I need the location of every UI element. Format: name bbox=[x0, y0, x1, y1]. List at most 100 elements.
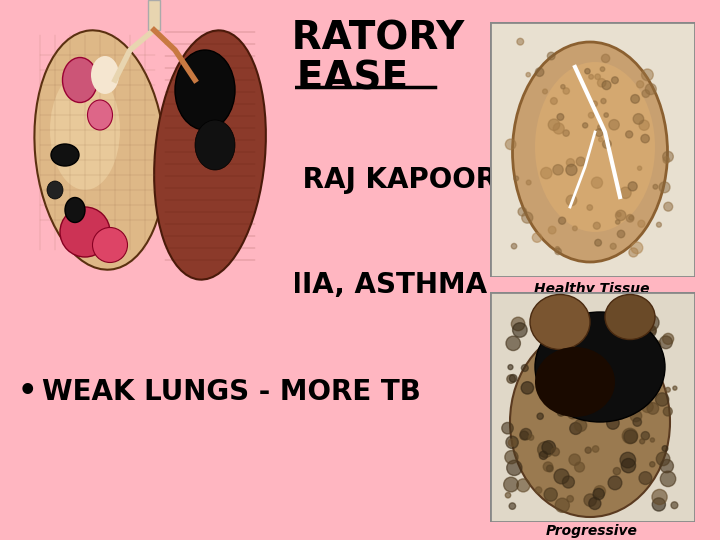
Circle shape bbox=[582, 374, 588, 380]
Circle shape bbox=[617, 212, 621, 217]
Circle shape bbox=[552, 448, 559, 456]
Ellipse shape bbox=[35, 30, 166, 269]
Circle shape bbox=[629, 215, 634, 220]
Circle shape bbox=[566, 195, 577, 206]
Circle shape bbox=[626, 322, 640, 336]
Circle shape bbox=[607, 417, 619, 429]
Circle shape bbox=[630, 410, 642, 422]
Circle shape bbox=[660, 471, 676, 487]
Circle shape bbox=[652, 340, 660, 348]
Circle shape bbox=[549, 226, 556, 234]
Circle shape bbox=[585, 69, 590, 74]
Circle shape bbox=[552, 388, 566, 402]
Circle shape bbox=[555, 498, 570, 512]
Circle shape bbox=[509, 375, 517, 382]
Circle shape bbox=[598, 125, 603, 130]
Circle shape bbox=[544, 488, 557, 501]
Circle shape bbox=[626, 131, 633, 138]
Circle shape bbox=[594, 485, 606, 497]
Circle shape bbox=[538, 442, 554, 457]
Circle shape bbox=[639, 439, 644, 444]
Circle shape bbox=[557, 113, 564, 120]
Circle shape bbox=[587, 205, 593, 211]
Circle shape bbox=[595, 74, 600, 79]
Circle shape bbox=[537, 413, 544, 420]
Circle shape bbox=[571, 354, 576, 360]
Circle shape bbox=[569, 454, 580, 465]
Circle shape bbox=[507, 375, 516, 383]
Ellipse shape bbox=[175, 50, 235, 130]
Circle shape bbox=[637, 166, 642, 170]
Circle shape bbox=[588, 341, 597, 350]
Circle shape bbox=[526, 72, 531, 77]
Circle shape bbox=[539, 451, 547, 460]
Circle shape bbox=[520, 431, 528, 440]
Circle shape bbox=[631, 343, 645, 356]
Circle shape bbox=[570, 422, 582, 435]
Circle shape bbox=[598, 334, 612, 348]
Circle shape bbox=[604, 113, 608, 117]
Circle shape bbox=[671, 502, 678, 509]
Circle shape bbox=[593, 446, 599, 452]
Circle shape bbox=[621, 387, 629, 395]
Circle shape bbox=[552, 322, 567, 338]
Circle shape bbox=[576, 157, 585, 166]
Circle shape bbox=[652, 489, 667, 504]
Circle shape bbox=[584, 494, 596, 507]
Text: •: • bbox=[18, 271, 37, 300]
Circle shape bbox=[562, 476, 575, 488]
Ellipse shape bbox=[535, 62, 655, 232]
Circle shape bbox=[564, 326, 575, 338]
Circle shape bbox=[585, 447, 591, 453]
Circle shape bbox=[576, 373, 591, 389]
Ellipse shape bbox=[47, 181, 63, 199]
Circle shape bbox=[553, 123, 564, 134]
Circle shape bbox=[517, 479, 530, 492]
Ellipse shape bbox=[51, 144, 79, 166]
Circle shape bbox=[563, 130, 570, 136]
Circle shape bbox=[611, 77, 618, 84]
Circle shape bbox=[613, 468, 621, 475]
Circle shape bbox=[517, 38, 523, 45]
Circle shape bbox=[662, 333, 674, 345]
Circle shape bbox=[620, 453, 636, 468]
Circle shape bbox=[648, 326, 656, 334]
Circle shape bbox=[616, 402, 631, 417]
Circle shape bbox=[628, 182, 637, 191]
Circle shape bbox=[553, 165, 563, 175]
Circle shape bbox=[601, 54, 610, 63]
Circle shape bbox=[593, 488, 604, 500]
Circle shape bbox=[662, 151, 673, 162]
Circle shape bbox=[567, 496, 573, 502]
Circle shape bbox=[639, 387, 645, 393]
Circle shape bbox=[595, 129, 603, 137]
Circle shape bbox=[660, 336, 672, 349]
Bar bbox=[148, 0, 160, 30]
Circle shape bbox=[622, 428, 638, 443]
Circle shape bbox=[639, 471, 652, 484]
Text: WEAK LUNGS - MORE TB: WEAK LUNGS - MORE TB bbox=[42, 378, 421, 406]
Ellipse shape bbox=[65, 198, 85, 222]
Ellipse shape bbox=[605, 294, 655, 340]
Circle shape bbox=[642, 90, 649, 97]
Circle shape bbox=[600, 67, 605, 71]
Circle shape bbox=[546, 465, 553, 472]
Circle shape bbox=[595, 239, 601, 246]
Circle shape bbox=[505, 492, 510, 498]
Circle shape bbox=[643, 315, 659, 330]
Circle shape bbox=[522, 212, 533, 223]
Circle shape bbox=[664, 202, 672, 211]
Ellipse shape bbox=[88, 100, 112, 130]
Circle shape bbox=[511, 244, 517, 249]
Circle shape bbox=[618, 414, 624, 419]
Circle shape bbox=[570, 334, 575, 339]
Circle shape bbox=[631, 94, 639, 103]
Circle shape bbox=[629, 248, 638, 257]
Circle shape bbox=[621, 458, 636, 472]
Circle shape bbox=[505, 139, 516, 150]
Ellipse shape bbox=[91, 56, 119, 94]
Circle shape bbox=[504, 477, 518, 492]
Circle shape bbox=[543, 89, 547, 94]
Circle shape bbox=[541, 167, 552, 179]
Circle shape bbox=[643, 382, 649, 388]
